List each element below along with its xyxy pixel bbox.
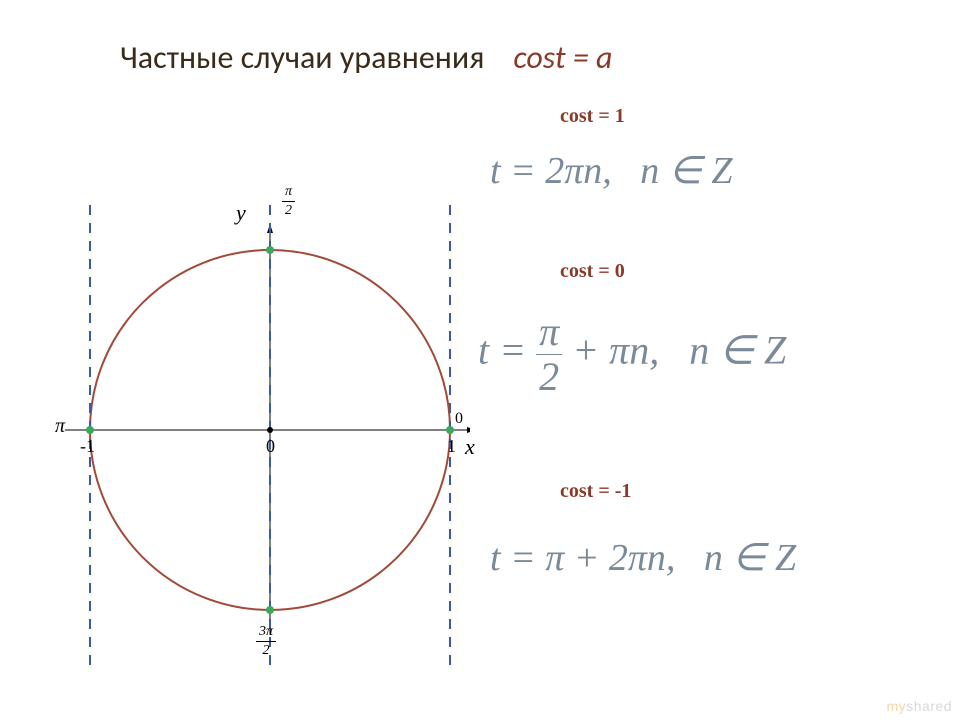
three-pi-over-2-label: 3π 2 — [256, 625, 276, 658]
watermark-prefix: my — [887, 698, 907, 714]
unit-circle-diagram — [30, 180, 470, 680]
title-right: cost = a — [513, 38, 612, 77]
case-label-0: cost = 1 — [560, 105, 625, 128]
formula-0: t = 2πn, n ∈ Z — [490, 148, 733, 193]
center-zero-label: 0 — [266, 436, 275, 457]
y-axis-label: y — [236, 200, 246, 226]
right-zero-label: 0 — [455, 410, 463, 428]
formula-1: t = π2 + πn, n ∈ Z — [478, 312, 786, 397]
formula-2: t = π + 2πn, n ∈ Z — [490, 535, 796, 580]
watermark-suffix: shared — [906, 698, 952, 714]
pi-over-2-label: π 2 — [282, 185, 295, 218]
page-title: Частные случаи уравнения cost = a — [120, 38, 612, 77]
pi-label: π — [55, 415, 65, 438]
one-label: 1 — [447, 436, 456, 457]
x-axis-label: x — [465, 434, 475, 460]
case-label-1: cost = 0 — [560, 260, 625, 283]
minus-one-label: -1 — [80, 436, 95, 457]
case-label-2: cost = -1 — [560, 480, 631, 503]
title-left: Частные случаи уравнения — [120, 38, 484, 77]
watermark: myshared — [887, 698, 952, 714]
